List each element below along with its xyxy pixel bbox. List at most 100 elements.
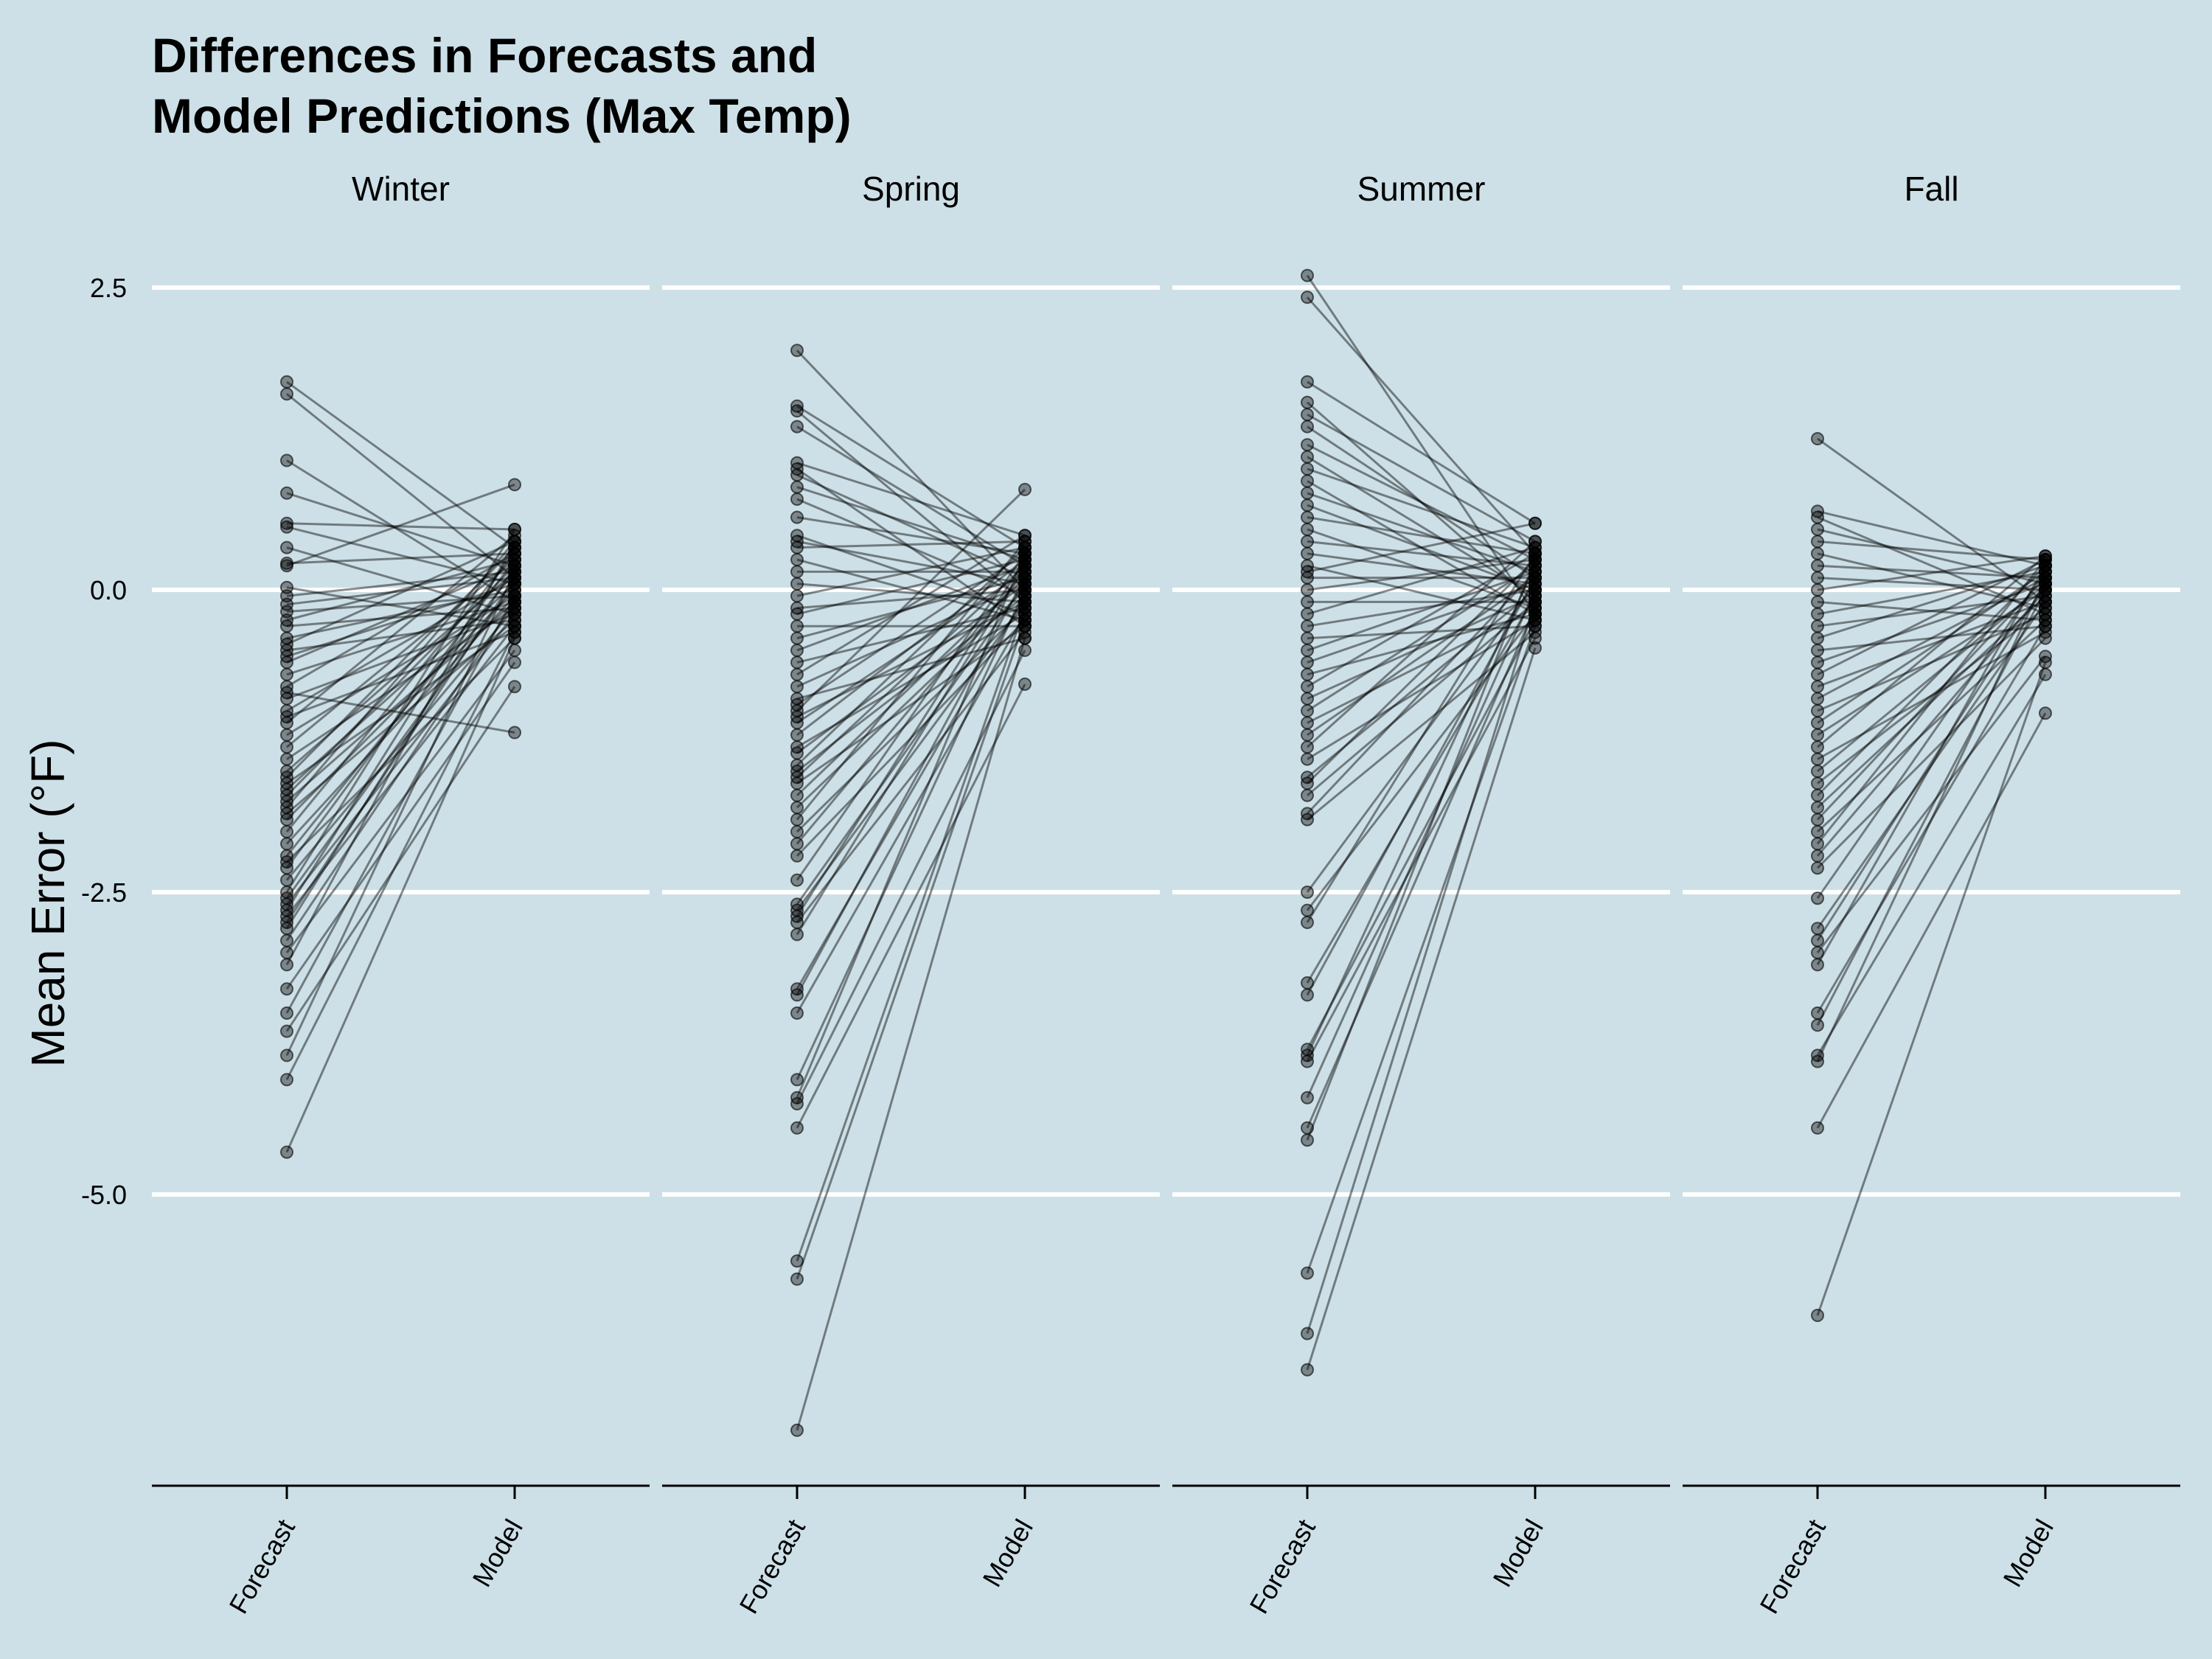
forecast-point: [1301, 788, 1314, 802]
pair-line: [286, 607, 515, 627]
forecast-point: [790, 1121, 804, 1135]
pair-line: [1306, 582, 1537, 893]
pair-line: [796, 631, 1026, 923]
forecast-point: [280, 375, 293, 389]
pair-line: [1817, 600, 2046, 622]
pair-line: [1817, 613, 2046, 712]
model-point: [508, 478, 521, 492]
model-point: [2039, 559, 2052, 573]
pair-line: [1306, 601, 1537, 1335]
forecast-point: [1301, 776, 1314, 790]
forecast-point: [790, 1073, 804, 1087]
forecast-point: [1301, 1091, 1314, 1105]
forecast-point: [1301, 595, 1314, 609]
forecast-point: [1811, 667, 1824, 681]
facet-label: Summer: [1357, 170, 1486, 208]
forecast-point: [1811, 861, 1824, 875]
forecast-point: [1811, 801, 1824, 815]
forecast-point: [790, 716, 804, 730]
pair-line: [796, 577, 1026, 796]
facet-label: Fall: [1904, 170, 1958, 208]
pair-line: [1817, 552, 2046, 610]
model-point: [508, 589, 521, 603]
model-point: [508, 523, 521, 536]
forecast-point: [790, 837, 804, 851]
forecast-point: [1811, 432, 1824, 445]
forecast-point: [1301, 498, 1314, 512]
forecast-point: [280, 982, 293, 996]
forecast-point: [280, 453, 293, 467]
forecast-point: [1301, 976, 1314, 990]
pair-line: [286, 552, 515, 688]
forecast-point: [280, 619, 293, 633]
pair-line: [796, 546, 1026, 597]
pair-line: [285, 613, 516, 905]
model-point: [1018, 644, 1032, 657]
pair-line: [1307, 577, 1536, 737]
pair-line: [285, 607, 516, 881]
pair-line: [796, 546, 1026, 766]
forecast-point: [280, 922, 293, 936]
model-point: [508, 655, 521, 669]
forecast-point: [790, 619, 804, 633]
forecast-point: [790, 928, 804, 942]
pair-line: [796, 582, 1026, 905]
pair-line: [286, 571, 515, 773]
forecast-point: [280, 728, 293, 742]
forecast-point: [1811, 1006, 1824, 1020]
pair-line: [286, 601, 515, 803]
forecast-point: [790, 655, 804, 669]
pair-line: [286, 380, 515, 549]
forecast-point: [1301, 268, 1314, 282]
pair-line: [796, 540, 1026, 549]
model-point: [2039, 595, 2052, 609]
pair-line: [796, 553, 1026, 1099]
forecast-point: [1811, 728, 1824, 742]
forecast-point: [790, 480, 804, 494]
forecast-point: [1811, 1054, 1824, 1068]
forecast-point: [1301, 546, 1314, 560]
pair-line: [285, 571, 516, 857]
pair-line: [1817, 577, 2046, 591]
pair-line: [1817, 564, 2046, 640]
forecast-point: [280, 1006, 293, 1020]
model-point: [2039, 667, 2052, 681]
pair-line: [1306, 559, 1537, 1141]
forecast-point: [1811, 752, 1824, 766]
pair-line: [1816, 577, 2047, 1062]
pair-line: [796, 613, 1026, 1014]
pair-line: [285, 661, 516, 990]
forecast-point: [790, 849, 804, 863]
forecast-point: [1301, 474, 1314, 488]
pair-line: [286, 546, 515, 616]
forecast-point: [790, 813, 804, 827]
pair-line: [285, 637, 516, 1153]
model-point: [508, 607, 521, 621]
forecast-point: [1301, 704, 1314, 717]
forecast-point: [1301, 692, 1314, 706]
pair-line: [286, 492, 515, 567]
model-point: [508, 680, 521, 694]
model-point: [508, 535, 521, 549]
pair-line: [796, 486, 1026, 561]
forecast-point: [280, 813, 293, 827]
forecast-point: [280, 387, 293, 401]
model-point: [2039, 549, 2052, 563]
forecast-point: [1811, 583, 1824, 597]
forecast-point: [280, 861, 293, 875]
forecast-point: [280, 873, 293, 887]
facet-label: Winter: [352, 170, 450, 208]
forecast-point: [1301, 644, 1314, 657]
forecast-point: [280, 559, 293, 573]
forecast-point: [790, 420, 804, 434]
pair-line: [286, 582, 515, 658]
pair-line: [1817, 594, 2046, 627]
forecast-point: [1301, 571, 1314, 585]
pair-line: [796, 473, 1026, 579]
pair-line: [286, 607, 515, 760]
pair-line: [1307, 570, 1536, 652]
model-point: [2039, 706, 2052, 720]
pair-line: [1307, 613, 1536, 676]
